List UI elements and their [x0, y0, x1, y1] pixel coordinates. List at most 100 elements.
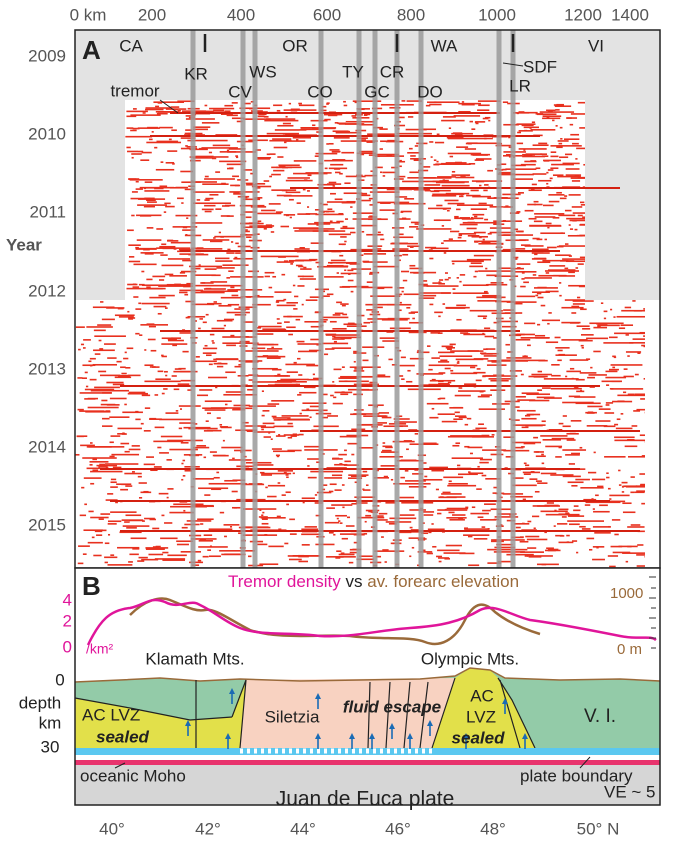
tremor-streak: [597, 486, 603, 488]
tremor-streak: [527, 521, 531, 523]
tremor-streak: [410, 246, 414, 248]
tremor-streak: [524, 355, 526, 357]
tremor-streak: [153, 441, 183, 443]
tremor-streak: [429, 258, 433, 260]
tremor-streak: [599, 408, 611, 410]
tremor-streak: [565, 154, 572, 156]
tremor-streak: [384, 476, 388, 478]
tremor-streak: [323, 484, 327, 486]
tremor-streak: [106, 382, 123, 384]
tremor-streak: [487, 549, 527, 551]
tremor-streak: [246, 462, 272, 464]
tremor-streak: [262, 415, 265, 417]
tremor-streak: [209, 194, 218, 196]
tremor-streak: [336, 550, 341, 552]
tremor-streak: [563, 425, 571, 427]
tremor-streak: [568, 481, 584, 483]
tremor-streak: [459, 387, 463, 389]
tremor-streak: [327, 415, 338, 417]
tremor-streak: [520, 541, 529, 543]
tremor-streak: [450, 231, 459, 233]
tremor-streak: [234, 507, 237, 509]
tremor-streak: [576, 148, 585, 150]
tremor-streak: [424, 476, 427, 478]
tremor-streak: [627, 439, 634, 441]
tremor-streak: [488, 233, 492, 235]
tremor-streak: [453, 418, 462, 420]
tremor-streak: [627, 355, 629, 357]
tremor-streak: [261, 517, 286, 519]
tremor-streak: [330, 220, 333, 222]
tremor-streak: [327, 201, 354, 203]
tremor-streak: [643, 335, 645, 337]
tremor-streak: [460, 217, 470, 219]
tremor-streak: [161, 343, 187, 345]
tremor-streak: [538, 180, 551, 182]
tremor-streak: [627, 526, 644, 528]
tremor-streak: [537, 482, 547, 484]
tremor-streak: [521, 278, 524, 280]
tremor-streak: [587, 406, 602, 408]
tremor-streak: [436, 556, 442, 558]
tremor-streak: [592, 559, 605, 561]
tremor-streak: [277, 419, 309, 421]
tremor-episode: [300, 430, 640, 432]
tremor-streak: [166, 459, 171, 461]
tremor-streak: [271, 438, 273, 440]
tremor-streak: [217, 417, 221, 419]
tremor-streak: [533, 144, 549, 146]
tremor-streak: [162, 559, 185, 561]
tremor-streak: [353, 212, 375, 214]
tremor-streak: [423, 462, 426, 464]
tremor-streak: [294, 160, 317, 162]
tremor-streak: [408, 116, 413, 118]
tremor-streak: [326, 211, 329, 213]
tremor-episode: [150, 135, 540, 137]
tremor-streak: [523, 149, 525, 151]
tremor-streak: [90, 483, 94, 485]
tremor-streak: [333, 397, 336, 399]
year-label: 2015: [28, 515, 66, 534]
tremor-streak: [202, 183, 228, 185]
tremor-streak: [448, 483, 468, 485]
tremor-streak: [576, 552, 578, 554]
tremor-streak: [438, 361, 449, 363]
tremor-streak: [521, 374, 524, 376]
tremor-streak: [99, 464, 105, 466]
tremor-streak: [582, 528, 591, 530]
tremor-streak: [226, 252, 234, 254]
tremor-streak: [546, 272, 549, 274]
tremor-streak: [407, 152, 419, 154]
tremor-streak: [264, 180, 270, 182]
tremor-streak: [289, 559, 302, 561]
tremor-streak: [78, 545, 90, 547]
tremor-streak: [445, 279, 449, 281]
tremor-streak: [219, 232, 221, 234]
tremor-streak: [550, 145, 581, 147]
tremor-streak: [570, 228, 573, 230]
tremor-streak: [326, 556, 356, 558]
tremor-streak: [324, 119, 330, 121]
tremor-streak: [346, 262, 354, 264]
tremor-streak: [302, 497, 315, 499]
tremor-streak: [437, 550, 459, 552]
lat-tick: 40°: [99, 819, 125, 838]
tremor-streak: [166, 162, 174, 164]
tremor-streak: [330, 321, 337, 323]
tremor-streak: [593, 511, 610, 513]
tremor-streak: [154, 466, 162, 468]
tremor-streak: [452, 457, 483, 459]
tremor-streak: [267, 348, 282, 350]
tremor-streak: [139, 497, 142, 499]
tremor-streak: [367, 133, 395, 135]
tremor-streak: [434, 101, 459, 103]
year-label: 2013: [28, 359, 66, 378]
tremor-streak: [430, 332, 440, 334]
tremor-streak: [165, 274, 174, 276]
tremor-streak: [90, 442, 93, 444]
tremor-streak: [362, 261, 369, 263]
tremor-streak: [604, 412, 614, 414]
tremor-streak: [138, 127, 160, 129]
tremor-streak: [479, 462, 488, 464]
tremor-streak: [529, 225, 561, 227]
